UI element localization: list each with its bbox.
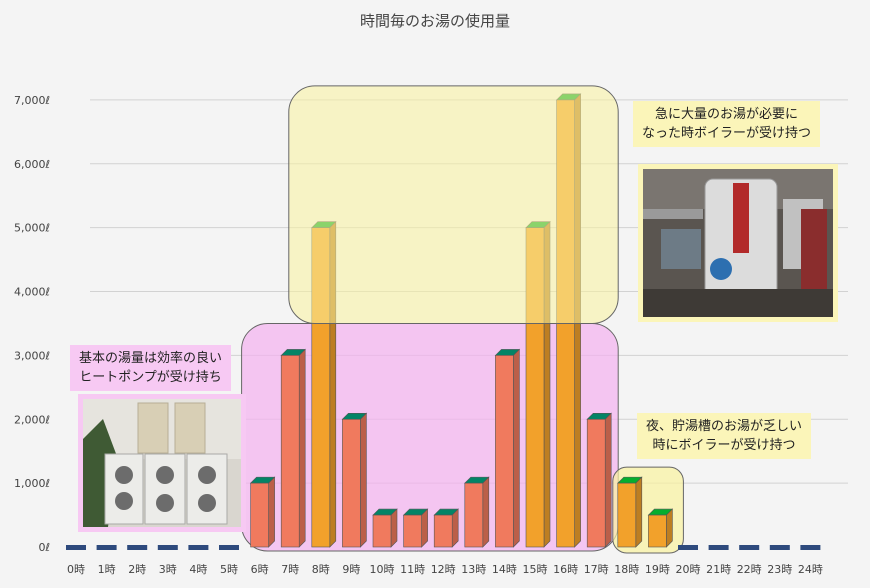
boiler-peak-callout-line-1: 急に大量のお湯が必要に bbox=[655, 107, 799, 122]
bar bbox=[464, 476, 490, 548]
heatpump-photo bbox=[78, 394, 246, 532]
bar-side bbox=[298, 348, 306, 548]
bar-side bbox=[451, 508, 459, 548]
bar-front bbox=[464, 482, 484, 548]
bar-side bbox=[421, 508, 428, 548]
zero-bar bbox=[739, 545, 760, 550]
x-tick-label: 2時 bbox=[128, 563, 146, 576]
zero-bar bbox=[678, 545, 698, 550]
bar bbox=[494, 348, 521, 548]
bar bbox=[586, 412, 612, 548]
x-tick-label: 21時 bbox=[706, 563, 731, 576]
zero-bar bbox=[769, 545, 790, 550]
zero-bar bbox=[157, 545, 178, 550]
heatpump-callout-line-2: ヒートポンプが受け持ち bbox=[79, 370, 222, 385]
bar-front bbox=[403, 514, 422, 548]
zero-bar bbox=[66, 545, 86, 550]
y-tick-label: 2,000ℓ bbox=[14, 413, 50, 426]
zero-bar bbox=[800, 545, 821, 550]
boiler-peak-callout-line-2: なった時ボイラーが受け持つ bbox=[642, 126, 812, 141]
bar-front bbox=[586, 418, 606, 548]
bar-front bbox=[372, 514, 392, 548]
x-tick-label: 6時 bbox=[251, 563, 269, 576]
heat-pump-units-icon bbox=[83, 399, 241, 527]
x-tick-label: 12時 bbox=[431, 563, 456, 576]
heatpump-callout: 基本の湯量は効率の良い ヒートポンプが受け持ち bbox=[70, 345, 232, 391]
zero-bar bbox=[96, 545, 117, 550]
x-tick-label: 22時 bbox=[737, 563, 762, 576]
boiler-peak-zone bbox=[288, 85, 619, 324]
y-tick-label: 0ℓ bbox=[38, 541, 50, 554]
x-tick-label: 4時 bbox=[189, 563, 207, 576]
bar bbox=[341, 412, 368, 548]
boiler-night-callout-line-1: 夜、貯湯槽のお湯が乏しい bbox=[646, 419, 803, 434]
zero-bar bbox=[708, 545, 729, 550]
x-tick-label: 8時 bbox=[312, 563, 330, 576]
y-tick-label: 6,000ℓ bbox=[14, 158, 50, 171]
y-tick-label: 7,000ℓ bbox=[14, 94, 50, 107]
x-tick-label: 9時 bbox=[342, 563, 360, 576]
zero-bar bbox=[127, 545, 148, 550]
heatpump-callout-line-1: 基本の湯量は効率の良い bbox=[79, 351, 223, 366]
boiler-night-callout-line-2: 時にボイラーが受け持つ bbox=[652, 438, 796, 453]
bar bbox=[280, 348, 306, 548]
bar-front bbox=[342, 418, 361, 548]
x-tick-label: 19時 bbox=[645, 563, 670, 576]
y-tick-label: 1,000ℓ bbox=[14, 477, 50, 490]
x-tick-label: 1時 bbox=[98, 563, 116, 576]
y-tick-label: 5,000ℓ bbox=[14, 222, 50, 235]
x-tick-label: 24時 bbox=[798, 563, 823, 576]
x-tick-label: 18時 bbox=[614, 563, 639, 576]
bar-side bbox=[635, 476, 643, 548]
chart-title: 時間毎のお湯の使用量 bbox=[360, 12, 510, 30]
boiler-equipment-icon bbox=[643, 169, 833, 317]
bar-side bbox=[390, 508, 398, 548]
zone-overlays bbox=[288, 85, 619, 324]
x-tick-label: 23時 bbox=[767, 563, 792, 576]
y-tick-label: 3,000ℓ bbox=[14, 349, 50, 362]
x-tick-label: 17時 bbox=[584, 563, 609, 576]
x-tick-label: 7時 bbox=[281, 563, 299, 576]
bar bbox=[249, 476, 276, 548]
bar-front bbox=[250, 482, 269, 548]
bar-front bbox=[617, 482, 637, 548]
bar bbox=[433, 508, 459, 548]
bar-front bbox=[495, 355, 514, 548]
bar-side bbox=[604, 412, 612, 548]
x-tick-label: 16時 bbox=[553, 563, 578, 576]
x-tick-label: 14時 bbox=[492, 563, 517, 576]
boiler-photo bbox=[638, 164, 838, 322]
zero-bar bbox=[219, 545, 239, 550]
x-tick-label: 15時 bbox=[523, 563, 548, 576]
bar-side bbox=[513, 348, 520, 548]
x-tick-label: 20時 bbox=[676, 563, 701, 576]
x-axis-ticks: 0時 1時 2時 3時 4時 5時 6時 7時 8時 9時 10時 11時 12時 13時 14時 15時 16… bbox=[67, 563, 823, 576]
bar bbox=[647, 508, 674, 548]
x-tick-label: 5時 bbox=[220, 563, 238, 576]
bar-side bbox=[482, 476, 490, 548]
bar-side bbox=[360, 412, 367, 548]
x-tick-label: 0時 bbox=[67, 563, 85, 576]
bar-side bbox=[268, 476, 275, 548]
boiler-peak-callout: 急に大量のお湯が必要に なった時ボイラーが受け持つ bbox=[633, 101, 821, 147]
y-tick-label: 4,000ℓ bbox=[14, 286, 50, 299]
zone-backgrounds bbox=[241, 322, 684, 554]
y-axis-ticks: 0ℓ 1,000ℓ 2,000ℓ 3,000ℓ 4,000ℓ 5,000ℓ 6,000ℓ 7,… bbox=[14, 94, 50, 554]
zero-bar bbox=[188, 545, 209, 550]
bar-front bbox=[433, 514, 453, 548]
x-tick-label: 3時 bbox=[159, 563, 177, 576]
bar bbox=[617, 476, 643, 548]
x-tick-label: 13時 bbox=[461, 563, 486, 576]
bar-side bbox=[666, 508, 673, 548]
bar bbox=[372, 508, 398, 548]
bar-front bbox=[280, 355, 300, 548]
bar-front bbox=[648, 514, 667, 548]
boiler-night-callout: 夜、貯湯槽のお湯が乏しい 時にボイラーが受け持つ bbox=[637, 413, 812, 459]
bar bbox=[402, 508, 429, 548]
x-tick-label: 10時 bbox=[370, 563, 395, 576]
x-tick-label: 11時 bbox=[400, 563, 425, 576]
